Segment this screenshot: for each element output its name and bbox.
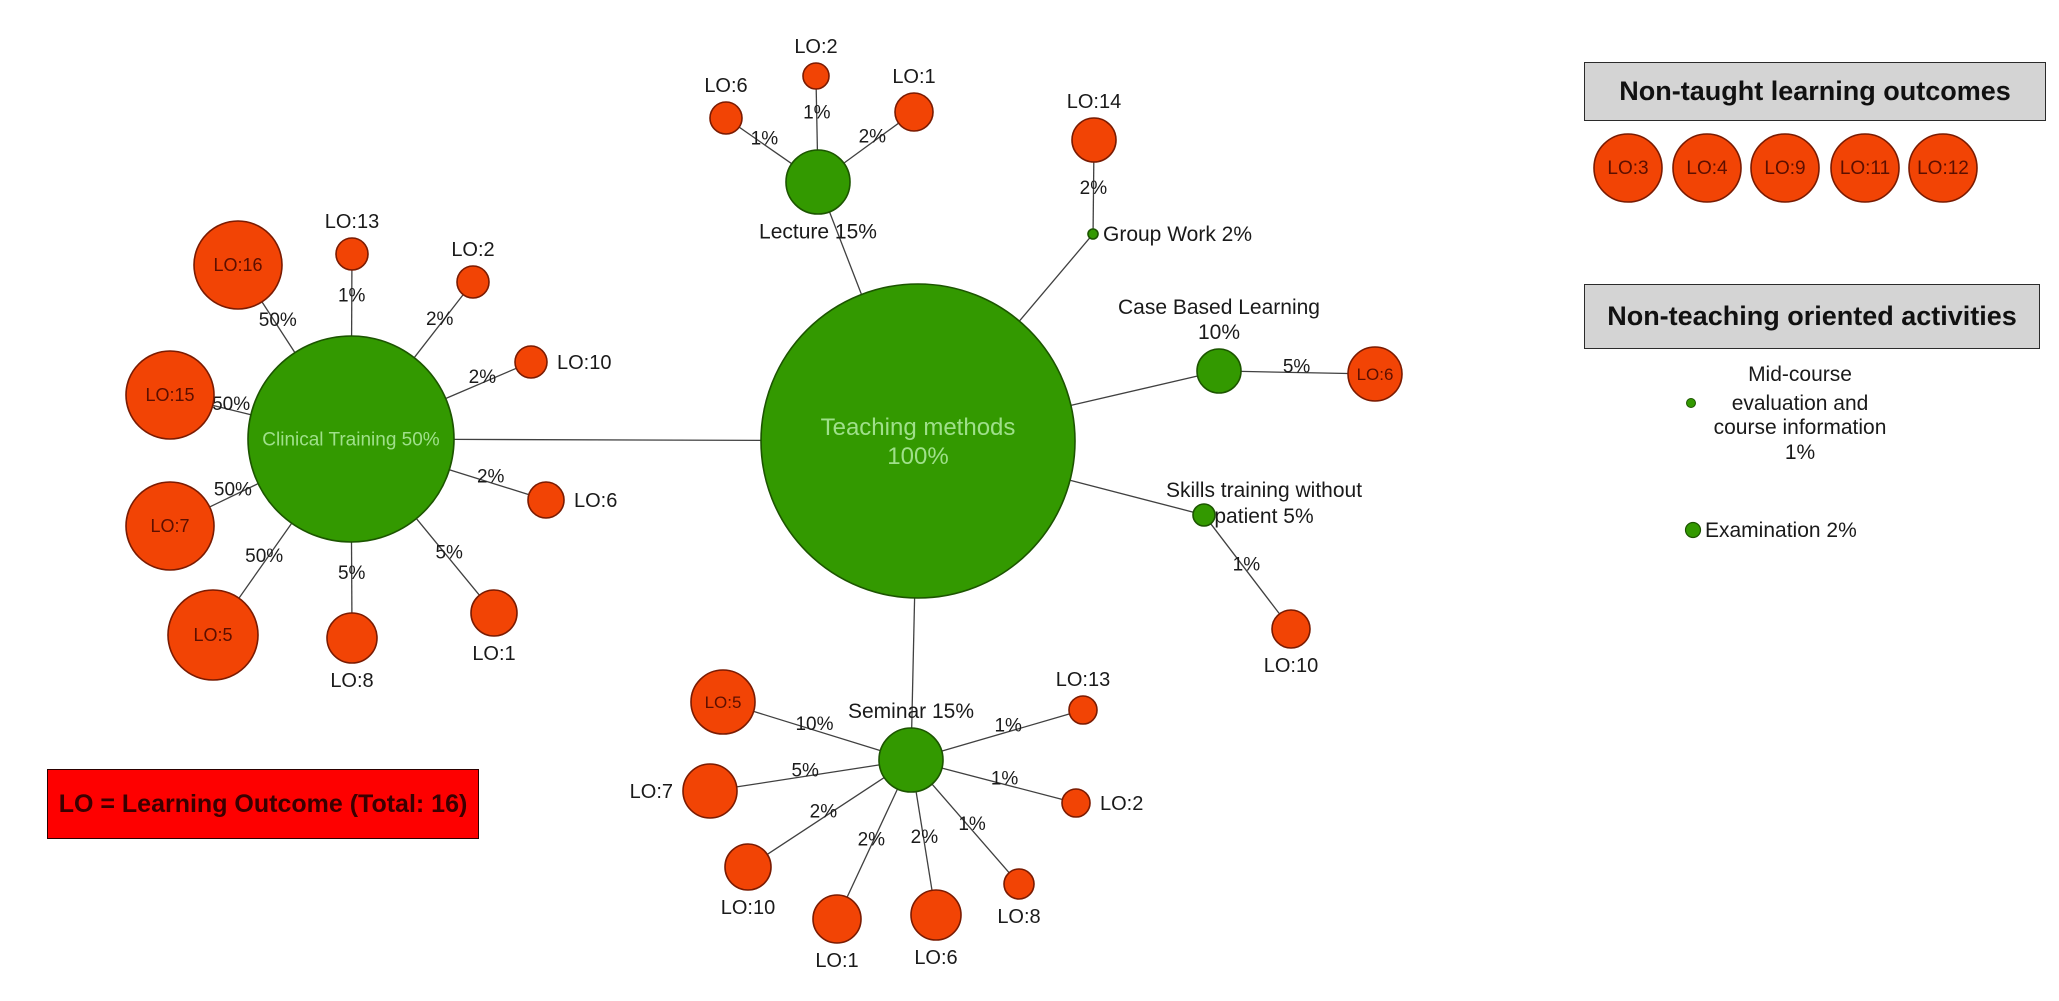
svg-text:LO:8: LO:8: [330, 670, 373, 692]
svg-text:Skills training without: Skills training without: [1166, 479, 1362, 502]
svg-text:Clinical Training 50%: Clinical Training 50%: [262, 430, 440, 451]
svg-text:5%: 5%: [338, 563, 366, 584]
svg-text:2%: 2%: [911, 827, 939, 848]
svg-text:2%: 2%: [810, 802, 838, 823]
svg-text:course information: course information: [1714, 416, 1887, 439]
svg-text:LO:9: LO:9: [1764, 158, 1805, 179]
svg-text:LO:6: LO:6: [914, 947, 957, 969]
svg-text:1%: 1%: [994, 716, 1022, 737]
svg-text:LO:10: LO:10: [1264, 655, 1318, 677]
svg-text:LO:5: LO:5: [705, 693, 742, 712]
svg-text:10%: 10%: [795, 714, 833, 735]
svg-text:2%: 2%: [858, 829, 886, 850]
svg-text:100%: 100%: [887, 443, 948, 470]
svg-text:LO:3: LO:3: [1607, 158, 1648, 179]
svg-text:50%: 50%: [259, 310, 297, 331]
svg-text:Teaching methods: Teaching methods: [821, 414, 1016, 441]
svg-text:2%: 2%: [426, 309, 454, 330]
svg-text:Case Based Learning: Case Based Learning: [1118, 296, 1320, 319]
svg-text:patient 5%: patient 5%: [1214, 505, 1313, 528]
svg-text:2%: 2%: [859, 126, 887, 147]
svg-text:LO:16: LO:16: [213, 255, 262, 275]
svg-text:2%: 2%: [477, 467, 505, 488]
svg-text:LO:5: LO:5: [193, 625, 232, 645]
svg-text:1%: 1%: [991, 768, 1019, 789]
svg-text:1%: 1%: [751, 129, 779, 150]
svg-text:LO:12: LO:12: [1917, 158, 1969, 179]
svg-text:50%: 50%: [245, 546, 283, 567]
svg-text:Lecture 15%: Lecture 15%: [759, 221, 877, 244]
svg-text:LO:1: LO:1: [815, 950, 858, 972]
svg-text:5%: 5%: [435, 542, 463, 563]
svg-text:Examination 2%: Examination 2%: [1705, 519, 1857, 542]
svg-text:LO:6: LO:6: [574, 490, 617, 512]
svg-text:5%: 5%: [791, 760, 819, 781]
svg-text:LO:8: LO:8: [997, 906, 1040, 928]
svg-text:LO:1: LO:1: [472, 643, 515, 665]
svg-text:LO:6: LO:6: [1357, 365, 1394, 384]
svg-text:50%: 50%: [212, 394, 250, 415]
svg-text:LO:7: LO:7: [630, 781, 673, 803]
svg-text:Group Work 2%: Group Work 2%: [1103, 223, 1252, 246]
svg-text:evaluation and: evaluation and: [1732, 392, 1869, 415]
svg-text:LO:2: LO:2: [794, 36, 837, 58]
svg-text:LO:2: LO:2: [451, 239, 494, 261]
svg-text:1%: 1%: [803, 102, 831, 123]
svg-text:LO:7: LO:7: [150, 516, 189, 536]
svg-text:LO:13: LO:13: [325, 211, 379, 233]
svg-text:LO:15: LO:15: [145, 385, 194, 405]
svg-text:2%: 2%: [469, 367, 497, 388]
svg-text:Mid-course: Mid-course: [1748, 363, 1852, 386]
svg-text:5%: 5%: [1283, 357, 1311, 378]
svg-text:LO:4: LO:4: [1686, 158, 1728, 179]
svg-text:LO:10: LO:10: [721, 897, 775, 919]
svg-text:Seminar 15%: Seminar 15%: [848, 700, 974, 723]
svg-text:LO:11: LO:11: [1840, 158, 1890, 179]
svg-text:50%: 50%: [214, 480, 252, 501]
svg-text:1%: 1%: [1233, 555, 1261, 576]
svg-text:1%: 1%: [958, 814, 986, 835]
svg-text:LO:10: LO:10: [557, 352, 611, 374]
svg-text:10%: 10%: [1198, 321, 1240, 344]
svg-text:LO:2: LO:2: [1100, 793, 1143, 815]
svg-text:LO:1: LO:1: [892, 66, 935, 88]
svg-text:2%: 2%: [1080, 178, 1108, 199]
svg-text:1%: 1%: [1785, 441, 1815, 464]
svg-text:LO:6: LO:6: [704, 75, 747, 97]
svg-text:LO:13: LO:13: [1056, 669, 1110, 691]
svg-text:LO:14: LO:14: [1067, 91, 1121, 113]
svg-text:1%: 1%: [338, 286, 366, 307]
